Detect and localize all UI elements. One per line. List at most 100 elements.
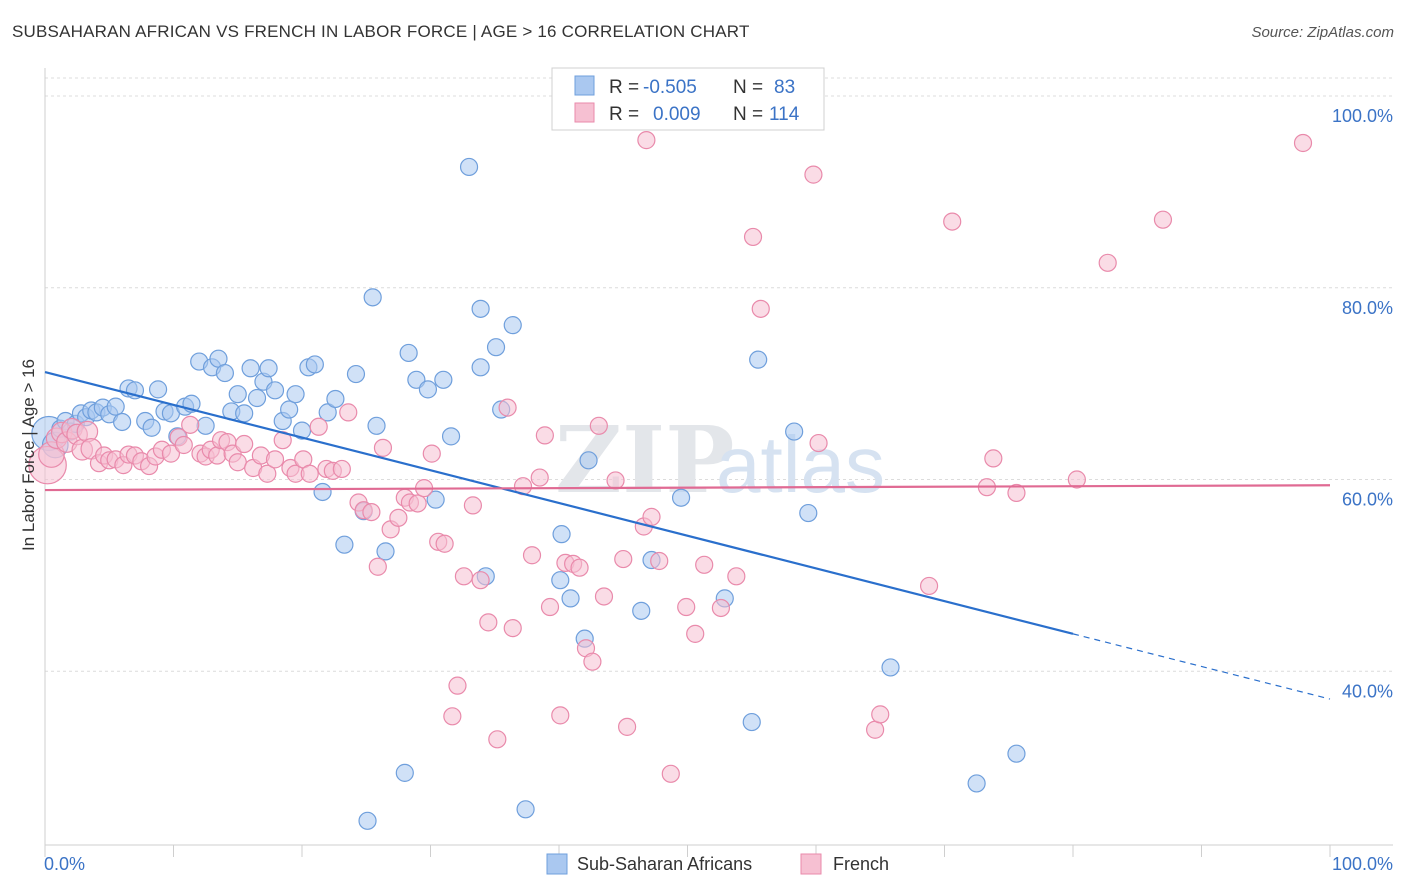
data-point-pink	[332, 459, 351, 479]
data-point-blue	[486, 338, 506, 357]
data-point-blue	[418, 380, 438, 399]
data-point-blue	[247, 388, 267, 408]
y-tick-label: 80.0%	[1342, 298, 1393, 318]
data-point-pink	[535, 426, 554, 445]
data-point-blue	[326, 389, 345, 409]
data-point-blue	[318, 403, 337, 422]
data-point-blue	[967, 774, 986, 793]
data-point-pink	[984, 449, 1003, 468]
data-point-blue	[259, 359, 278, 378]
trend-line-extension-blue	[1072, 633, 1331, 700]
data-point-pink	[727, 567, 746, 586]
data-point-blue	[235, 404, 254, 423]
y-axis-label: In Labor Force | Age > 16	[19, 359, 38, 551]
data-point-pink	[373, 438, 393, 457]
data-point-pink	[454, 567, 474, 586]
y-tick-label: 40.0%	[1342, 681, 1393, 701]
data-point-pink	[618, 717, 637, 736]
data-point-pink	[443, 707, 462, 726]
data-point-pink	[589, 416, 608, 435]
data-point-blue	[503, 316, 522, 335]
data-point-pink	[339, 403, 358, 422]
data-point-pink	[677, 597, 696, 617]
data-point-blue	[1007, 744, 1026, 763]
data-point-blue	[313, 482, 332, 502]
data-point-pink	[695, 555, 714, 574]
data-point-pink	[943, 212, 962, 231]
data-point-blue	[551, 571, 570, 590]
data-point-blue	[552, 525, 571, 544]
data-point-pink	[551, 706, 570, 725]
data-point-pink	[642, 507, 661, 526]
legend-n-label: N =	[733, 104, 763, 125]
data-point-blue	[881, 658, 900, 677]
legend-r-label: R =	[609, 77, 639, 98]
bottom-legend-swatch-blue	[546, 853, 568, 875]
data-point-blue	[305, 355, 324, 374]
data-point-pink	[471, 571, 490, 590]
y-tick-label: 100.0%	[1332, 106, 1393, 126]
legend-n-value-pink: 114	[769, 104, 800, 125]
source-credit: Source: ZipAtlas.com	[1251, 24, 1394, 41]
data-point-pink	[181, 415, 200, 434]
legend-swatch-pink	[574, 102, 595, 123]
data-point-blue	[335, 535, 354, 554]
data-point-blue	[358, 811, 377, 830]
data-point-pink	[463, 496, 483, 515]
data-point-pink	[488, 730, 507, 749]
data-point-blue	[399, 343, 418, 363]
data-point-pink	[1293, 133, 1313, 153]
chart-title: SUBSAHARAN AFRICAN VS FRENCH IN LABOR FO…	[12, 22, 750, 41]
data-point-pink	[1153, 210, 1173, 229]
data-point-blue	[471, 358, 490, 377]
data-point-blue	[228, 385, 247, 404]
trend-line-pink	[44, 484, 1331, 492]
data-point-pink	[309, 417, 328, 436]
x-tick-label-min: 0.0%	[44, 854, 85, 874]
data-point-blue	[367, 416, 386, 435]
data-point-pink	[1098, 253, 1117, 272]
trend-line-blue	[44, 371, 1074, 635]
data-point-pink	[637, 131, 656, 150]
data-point-pink	[530, 468, 549, 487]
data-point-pink	[570, 558, 589, 577]
data-point-pink	[594, 587, 614, 606]
data-point-blue	[671, 488, 691, 507]
legend-r-value-blue: -0.505	[643, 77, 697, 98]
data-point-pink	[650, 551, 669, 571]
data-point-blue	[471, 299, 490, 318]
data-point-pink	[751, 299, 770, 318]
data-point-blue	[142, 418, 161, 437]
data-point-blue	[241, 359, 260, 378]
data-point-blue	[742, 712, 761, 732]
legend-r-label: R =	[609, 104, 639, 125]
points-layer	[28, 131, 1313, 830]
data-point-pink	[606, 471, 625, 490]
y-tick-labels: 40.0% 60.0% 80.0% 100.0%	[1332, 106, 1393, 701]
data-point-pink	[686, 624, 705, 643]
data-point-pink	[661, 764, 680, 783]
legend-swatch-blue	[574, 75, 595, 96]
legend-n-value-blue: 83	[774, 77, 795, 98]
data-point-pink	[362, 502, 381, 522]
data-point-blue	[106, 397, 125, 416]
data-point-pink	[804, 165, 823, 184]
data-point-pink	[174, 435, 193, 455]
data-point-pink	[503, 619, 522, 638]
data-point-pink	[866, 720, 885, 739]
data-point-blue	[749, 350, 768, 369]
data-point-pink	[161, 444, 181, 463]
data-point-pink	[1067, 470, 1086, 489]
data-point-pink	[389, 508, 408, 527]
legend-n-label: N =	[733, 77, 763, 98]
data-point-pink	[265, 450, 285, 469]
data-point-blue	[441, 427, 461, 446]
data-point-pink	[583, 652, 602, 671]
data-point-blue	[561, 589, 580, 608]
data-point-blue	[426, 490, 445, 509]
data-point-blue	[785, 422, 804, 441]
data-point-blue	[112, 412, 132, 432]
data-point-pink	[435, 534, 454, 553]
data-point-blue	[265, 381, 285, 400]
